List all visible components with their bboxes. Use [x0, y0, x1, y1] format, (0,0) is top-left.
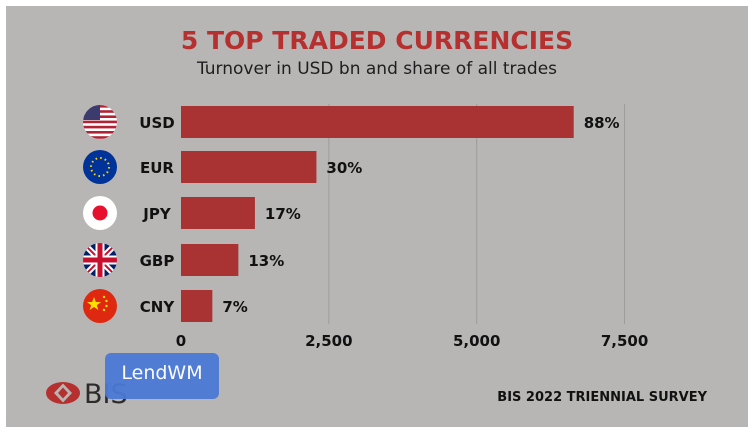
chart-title: 5 TOP TRADED CURRENCIES [181, 26, 573, 55]
bar-usd [181, 106, 574, 138]
data-label-gbp: 13% [248, 252, 284, 270]
bar-jpy [181, 197, 255, 229]
category-label-gbp: GBP [140, 252, 175, 270]
eu-flag-icon [83, 150, 117, 184]
category-labels: USD EUR JPY GBP CNY [139, 114, 175, 316]
uk-flag-icon [83, 243, 117, 277]
china-flag-icon [83, 289, 117, 323]
category-label-usd: USD [139, 114, 174, 132]
x-tick-label: 7,500 [601, 332, 648, 350]
japan-flag-icon [83, 196, 117, 230]
source-label: BIS 2022 TRIENNIAL SURVEY [497, 390, 707, 405]
bar-cny [181, 290, 213, 322]
chart-subtitle: Turnover in USD bn and share of all trad… [196, 59, 557, 79]
data-label-jpy: 17% [265, 205, 301, 223]
chart-card: 5 TOP TRADED CURRENCIES Turnover in USD … [6, 6, 748, 427]
grid-lines [328, 104, 626, 324]
watermark-badge: LendWM [105, 353, 219, 399]
x-tick-label: 2,500 [305, 332, 352, 350]
x-axis-ticks: 0 2,500 5,000 7,500 [176, 332, 648, 350]
data-label-eur: 30% [326, 159, 362, 177]
us-flag-icon [83, 105, 117, 139]
category-label-cny: CNY [140, 298, 176, 316]
data-label-usd: 88% [584, 114, 620, 132]
category-label-jpy: JPY [142, 205, 172, 223]
bar-gbp [181, 244, 239, 276]
data-label-cny: 7% [222, 298, 247, 316]
x-tick-label: 5,000 [453, 332, 500, 350]
value-labels: 88% 30% 17% 13% 7% [222, 114, 619, 316]
category-label-eur: EUR [140, 159, 174, 177]
x-tick-label: 0 [176, 332, 186, 350]
bar-chart: 5 TOP TRADED CURRENCIES Turnover in USD … [46, 26, 708, 410]
bar-eur [181, 151, 317, 183]
bars [181, 106, 574, 322]
